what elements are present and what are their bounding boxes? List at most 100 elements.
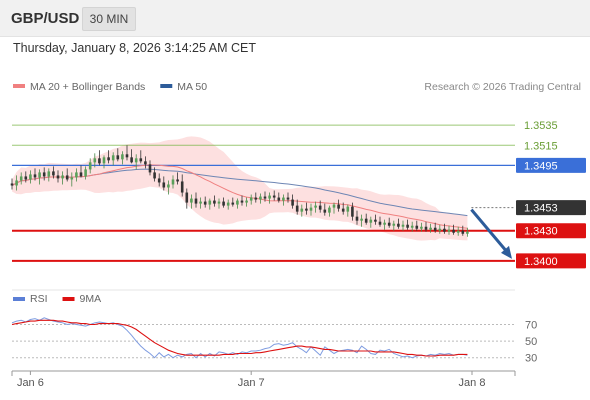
candle <box>148 160 152 176</box>
candle-body <box>157 178 161 183</box>
candle <box>162 176 166 191</box>
legend-swatch-1 <box>13 84 25 88</box>
candle-body <box>194 198 198 204</box>
candle <box>61 171 64 185</box>
candle <box>116 148 120 162</box>
candle <box>374 214 377 225</box>
candle-body <box>24 176 28 180</box>
candle <box>282 194 285 206</box>
candle-body <box>79 172 83 177</box>
candle <box>139 150 143 164</box>
candle-body <box>447 229 451 232</box>
candle-body <box>263 196 267 199</box>
candle <box>19 172 23 185</box>
candle-body <box>167 184 170 188</box>
candle <box>424 221 428 232</box>
candle-body <box>277 197 281 201</box>
candle-body <box>208 200 212 205</box>
candle <box>130 149 133 164</box>
candle-body <box>286 197 290 200</box>
candle <box>429 223 432 233</box>
timeframe-badge[interactable]: 30 MIN <box>82 7 136 31</box>
candle-body <box>461 230 465 234</box>
candle <box>75 168 78 182</box>
rsi-9ma-line <box>11 319 468 357</box>
candle-body <box>56 175 60 179</box>
candle-body <box>185 192 189 203</box>
candle <box>176 172 179 185</box>
candle-body <box>410 225 414 228</box>
candle <box>410 221 414 232</box>
candle-body <box>309 207 313 211</box>
candle <box>190 194 193 209</box>
candle <box>24 171 28 183</box>
candle-body <box>360 218 363 221</box>
candle-body <box>125 154 129 158</box>
candle <box>286 192 290 203</box>
candle-body <box>374 219 377 222</box>
candle <box>125 145 129 161</box>
candle-body <box>369 219 373 223</box>
candle <box>42 167 46 181</box>
ma20-line <box>11 164 468 229</box>
candle-body <box>162 182 166 188</box>
candle <box>387 217 391 228</box>
candle-body <box>378 221 382 225</box>
candle-body <box>249 197 253 201</box>
level-label-1.3515: 1.3515 <box>524 140 558 152</box>
candle-body <box>341 208 345 212</box>
candle-body <box>88 162 92 170</box>
candle <box>226 199 230 210</box>
candle <box>341 202 345 215</box>
candlesticks <box>10 145 469 237</box>
candle-body <box>222 201 225 206</box>
candle-body <box>300 208 304 212</box>
candle-body <box>466 231 469 234</box>
candle <box>231 197 235 207</box>
candle <box>157 173 161 187</box>
candle <box>38 169 41 185</box>
x-tick-label: Jan 8 <box>459 377 486 389</box>
candle <box>392 220 396 231</box>
level-label-box-1.3495 <box>516 157 586 173</box>
forecast-arrow-head <box>501 245 512 259</box>
candle-body <box>84 169 87 177</box>
candle <box>305 202 308 215</box>
candle-body <box>61 175 64 179</box>
candle <box>323 203 327 216</box>
candle-body <box>203 201 207 205</box>
candle-body <box>121 154 124 160</box>
candle-body <box>433 227 437 231</box>
candle <box>194 192 198 208</box>
candle-body <box>107 157 110 161</box>
candle <box>268 192 271 204</box>
level-label-box-1.3430 <box>516 223 586 239</box>
rsi-tick-50: 50 <box>525 336 537 348</box>
candle <box>98 150 101 166</box>
candle <box>240 195 244 206</box>
legend-label-1: MA 20 + Bollinger Bands <box>30 81 145 93</box>
candle <box>199 197 202 209</box>
rsi-legend-swatch-2 <box>62 297 75 301</box>
candle-body <box>429 227 432 230</box>
candle <box>300 204 304 217</box>
candle <box>185 188 189 209</box>
candle <box>208 198 212 210</box>
candle <box>121 151 124 165</box>
candle <box>383 219 386 230</box>
legend-swatch-2 <box>160 84 173 88</box>
candle-body <box>15 180 18 186</box>
candle-body <box>318 205 322 210</box>
candle <box>134 154 138 170</box>
legend-label-2: MA 50 <box>177 81 207 93</box>
candle <box>406 219 409 230</box>
candle-body <box>19 176 23 181</box>
level-label-1.3400: 1.3400 <box>524 256 558 268</box>
candle-body <box>387 222 391 226</box>
level-label-box-1.3453 <box>516 200 586 216</box>
candle-body <box>245 200 248 203</box>
candle-body <box>268 195 271 199</box>
candle-body <box>98 158 101 164</box>
candle <box>167 180 170 195</box>
candle-body <box>70 177 74 180</box>
